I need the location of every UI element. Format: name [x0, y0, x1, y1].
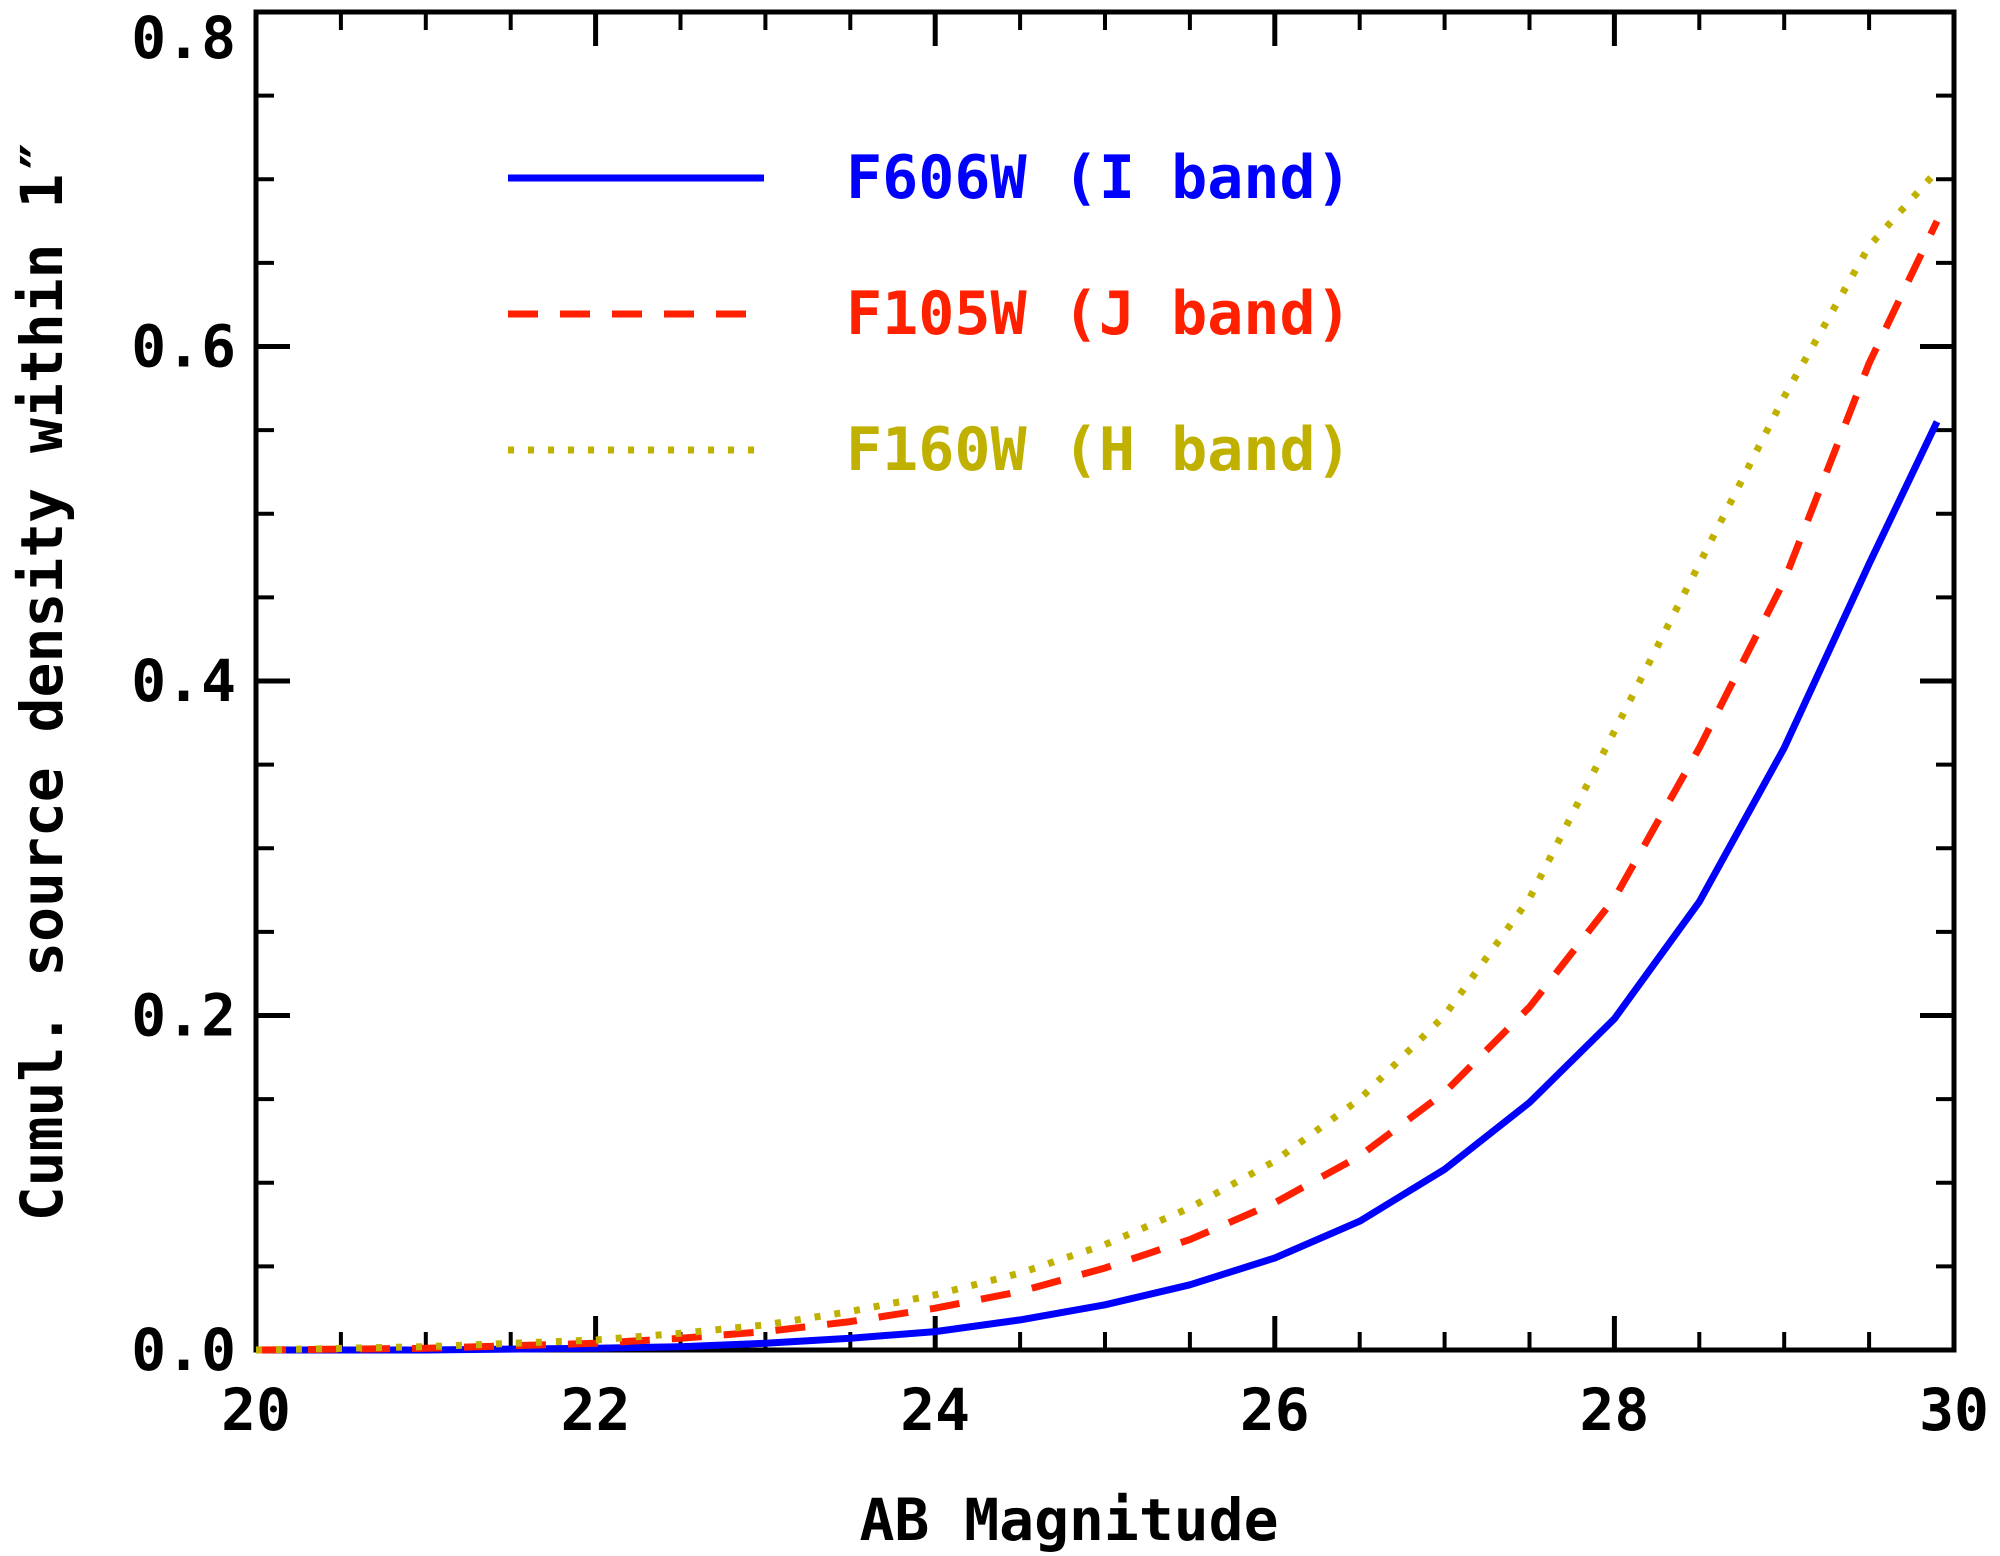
- legend-label-1: F105W (J band): [846, 279, 1352, 349]
- x-tick-label: 24: [900, 1376, 970, 1444]
- x-tick-label: 26: [1240, 1376, 1310, 1444]
- axes: 20 22 24 26 28 30 0.0 0.2 0.4 0.6 0.8: [131, 4, 1989, 1444]
- x-tick-label: 20: [221, 1376, 291, 1444]
- legend-label-0: F606W (I band): [846, 143, 1352, 213]
- y-axis-title: Cumul. source density within 1″: [8, 139, 76, 1222]
- y-tick-label: 0.8: [131, 4, 236, 72]
- series-line-2: [255, 168, 1940, 1354]
- legend: F606W (I band) F105W (J band) F160W (H ban…: [508, 143, 1352, 485]
- legend-label-2: F160W (H band): [846, 415, 1352, 485]
- series-line-1: [255, 219, 1941, 1354]
- series-line-0: [256, 420, 1941, 1354]
- x-tick-label: 30: [1919, 1376, 1989, 1444]
- x-tick-label: 22: [561, 1376, 631, 1444]
- y-tick-label: 0.6: [131, 313, 236, 381]
- y-tick-label: 0.0: [131, 1316, 236, 1384]
- y-tick-label: 0.2: [131, 982, 236, 1050]
- x-tick-label: 28: [1579, 1376, 1649, 1444]
- y-tick-label: 0.4: [131, 647, 236, 715]
- x-axis-title: AB Magnitude: [859, 1486, 1278, 1554]
- series-lines: [255, 168, 1941, 1354]
